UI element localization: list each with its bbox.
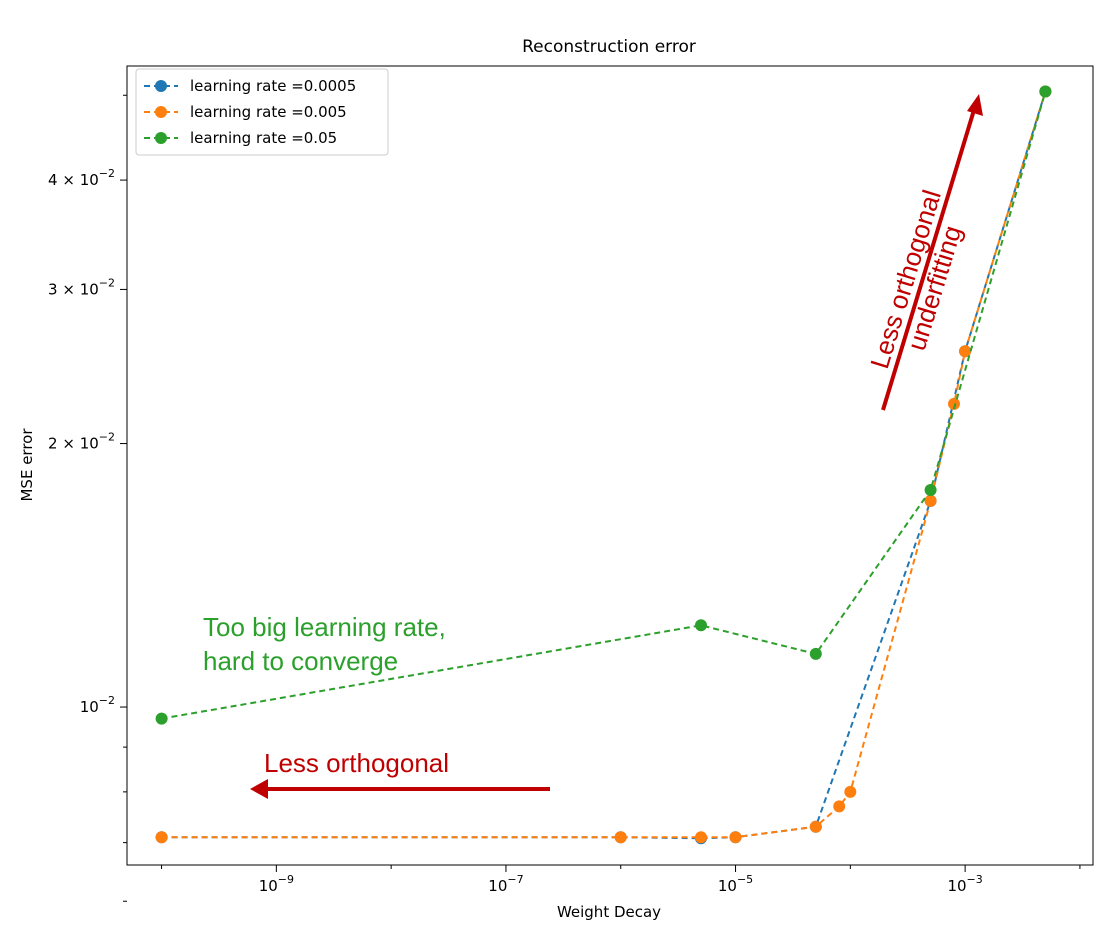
data-point [809,647,822,660]
data-point [155,831,168,844]
legend-entry: learning rate =0.005 [144,103,347,121]
y-axis-label: MSE error [18,428,36,502]
y-tick-label: 2 × 10−2 [48,431,115,453]
data-point [924,494,937,507]
y-tick-label: 4 × 10−2 [48,167,115,189]
x-axis-label: Weight Decay [557,903,661,921]
data-point [809,820,822,833]
y-tick-label: 3 × 10−2 [48,276,115,298]
legend-entry: learning rate =0.05 [144,129,337,147]
green-note: Too big learning rate, hard to converge [203,612,446,676]
plot-area-frame [126,65,1094,866]
up-arrow-shaft [881,109,976,411]
legend-swatch-marker [155,132,167,144]
legend-entry: learning rate =0.0005 [144,77,356,95]
y-axis-ticks: 10−2 2 × 10−2 3 × 10−2 4 × 10−2 [48,94,127,902]
series-layer [155,85,1052,845]
data-point [695,831,707,844]
data-point [1039,85,1052,98]
legend: learning rate =0.0005 learning rate =0.00… [135,68,389,156]
up-note-text: Less orthogonal underfitting [864,186,967,372]
data-point [959,345,972,358]
legend-label: learning rate =0.005 [190,103,347,121]
red-up-note: Less orthogonal underfitting [864,94,983,411]
data-point [948,397,960,410]
x-tick-label: 10−9 [259,873,294,895]
legend-label: learning rate =0.0005 [190,77,356,95]
data-point [729,831,742,844]
legend-box [135,68,389,156]
data-point [924,484,937,496]
data-point [155,712,168,725]
green-note-line-2: hard to converge [203,646,398,676]
data-point [844,785,857,798]
green-note-line-1: Too big learning rate, [203,612,446,642]
x-tick-label: 10−3 [947,873,982,895]
series-3 [155,85,1052,725]
x-tick-label: 10−7 [488,873,523,895]
legend-swatch-marker [155,106,167,118]
up-arrow-head [967,94,983,116]
data-point [614,831,627,844]
y-tick-label: 10−2 [80,694,115,716]
legend-label: learning rate =0.05 [190,129,337,147]
legend-swatch-marker [155,80,167,92]
x-axis-ticks: 10−9 10−7 10−5 10−3 [161,865,1081,895]
left-arrow-head [250,779,268,799]
data-point [833,800,846,813]
data-point [695,619,707,632]
red-left-note: Less orthogonal [250,748,550,799]
x-tick-label: 10−5 [718,873,753,895]
chart-title: Reconstruction error [522,37,696,57]
red-left-note-text: Less orthogonal [264,748,449,778]
